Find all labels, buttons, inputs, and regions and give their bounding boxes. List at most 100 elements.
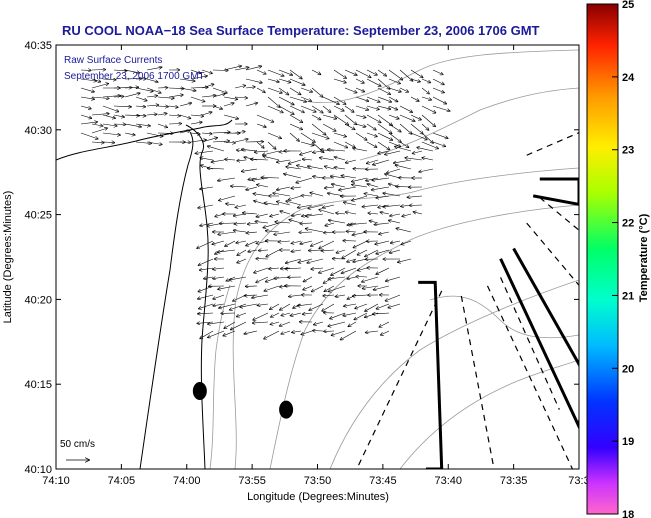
current-vector: [311, 69, 321, 75]
current-vector: [399, 114, 415, 121]
corridor-dashed: [539, 197, 579, 231]
current-vector: [157, 123, 167, 127]
current-vector: [198, 204, 214, 208]
current-vector: [237, 258, 247, 263]
station-marker: [192, 381, 207, 400]
current-vector: [288, 159, 302, 164]
current-vector: [286, 167, 302, 170]
current-vector: [367, 184, 379, 188]
current-vector: [410, 205, 423, 206]
current-vector: [236, 241, 247, 243]
current-vector: [421, 78, 431, 83]
current-vector: [376, 249, 390, 254]
current-vector: [300, 240, 313, 244]
current-vector: [388, 141, 401, 147]
current-vector: [241, 168, 258, 171]
current-vector: [217, 249, 236, 252]
current-vector: [234, 67, 249, 71]
current-vector: [417, 147, 434, 152]
current-vector: [383, 193, 401, 197]
current-vector: [190, 140, 206, 143]
x-axis-label: Longitude (Degrees:Minutes): [247, 491, 389, 503]
current-vector: [292, 214, 302, 216]
current-vector: [234, 132, 245, 134]
current-vector: [376, 195, 390, 198]
current-vector: [388, 69, 403, 80]
current-vector: [102, 114, 115, 118]
current-vector: [273, 193, 291, 197]
current-vector: [245, 66, 262, 71]
depth-contour: [209, 284, 231, 469]
current-vector: [323, 295, 335, 296]
depth-contour: [329, 279, 579, 469]
current-vector: [124, 69, 140, 73]
current-vector: [146, 96, 157, 97]
current-vector: [297, 204, 313, 208]
current-vector: [395, 147, 412, 152]
current-vector: [346, 231, 357, 232]
current-vector: [168, 124, 181, 125]
current-vector: [353, 258, 368, 262]
current-vector: [364, 194, 379, 197]
current-vector: [395, 165, 412, 170]
current-vector: [223, 330, 236, 336]
current-vector: [212, 105, 222, 109]
current-vector: [348, 321, 357, 327]
current-vector: [225, 159, 236, 160]
current-vector: [366, 69, 377, 75]
current-vector: [252, 177, 269, 180]
current-vector: [421, 105, 436, 113]
colorbar-tick-label: 23: [622, 145, 634, 157]
current-vector: [325, 222, 335, 226]
current-vector: [432, 78, 444, 85]
current-vector: [347, 258, 357, 262]
current-vector: [333, 105, 344, 111]
station-marker: [279, 400, 294, 419]
current-vector: [80, 105, 91, 109]
x-tick-label: 73:45: [369, 475, 397, 487]
current-vector: [394, 159, 412, 163]
current-vector: [245, 87, 255, 88]
current-vector: [371, 186, 390, 190]
colorbar-gradient: [586, 3, 619, 515]
current-vector: [419, 168, 434, 172]
current-vector: [311, 240, 324, 246]
current-vector: [223, 114, 238, 119]
current-vector: [234, 86, 246, 89]
current-vector: [301, 196, 313, 197]
x-tick-label: 73:35: [500, 475, 528, 487]
current-vector: [405, 158, 423, 161]
current-vector: [218, 177, 236, 181]
current-vector: [267, 141, 276, 149]
current-vector: [200, 186, 214, 189]
current-vector: [213, 294, 225, 299]
current-vector: [380, 212, 390, 214]
current-vector: [344, 114, 357, 125]
x-tick-label: 74:00: [173, 475, 201, 487]
current-vector: [200, 330, 214, 339]
colorbar-tick-label: 24: [622, 72, 635, 84]
current-vector: [362, 205, 379, 207]
current-vector: [390, 241, 401, 243]
current-vector: [319, 267, 335, 273]
current-vector: [219, 195, 236, 201]
current-vector: [289, 132, 299, 141]
current-vector: [432, 132, 448, 138]
current-vector: [335, 295, 346, 297]
current-vector: [376, 267, 390, 274]
current-vector: [237, 160, 247, 161]
current-vector: [80, 96, 94, 99]
current-vector: [305, 229, 324, 233]
current-vector: [223, 142, 235, 143]
current-vector: [328, 285, 346, 292]
x-tick-label: 74:05: [108, 475, 136, 487]
current-vector: [91, 78, 101, 82]
current-vector: [366, 132, 377, 137]
current-vector: [410, 123, 423, 134]
current-vector: [255, 221, 269, 223]
corridor-dashed: [486, 285, 574, 469]
current-vector: [278, 69, 293, 75]
current-vector: [157, 113, 167, 115]
y-tick-label: 40:35: [24, 40, 52, 52]
current-vector: [344, 69, 357, 75]
